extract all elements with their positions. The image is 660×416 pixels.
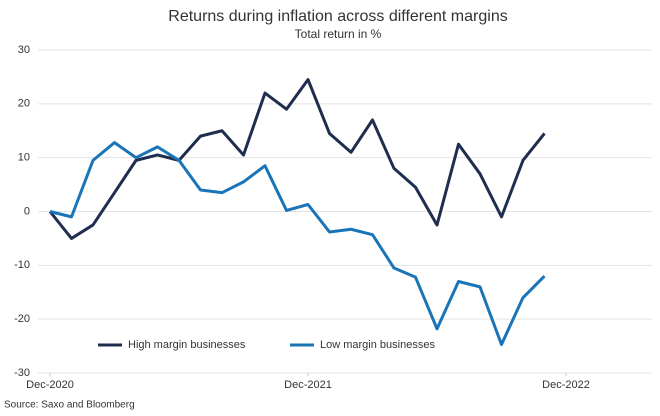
line-series	[48, 78, 546, 240]
legend-label: Low margin businesses	[320, 339, 435, 351]
y-tick-label: -10	[14, 259, 30, 271]
line-series	[49, 141, 546, 346]
y-tick-label: 30	[18, 44, 30, 56]
chart-subtitle: Total return in %	[295, 27, 382, 41]
y-tick-label: 0	[24, 205, 30, 217]
chart-title: Returns during inflation across differen…	[168, 8, 507, 25]
source: Source: Saxo and Bloomberg	[4, 400, 135, 411]
x-tick-label: Dec-2022	[542, 379, 590, 391]
y-tick-label: -20	[14, 313, 30, 325]
x-tick-label: Dec-2021	[284, 379, 332, 391]
y-tick-label: -30	[14, 367, 30, 379]
y-tick-label: 20	[18, 98, 30, 110]
y-tick-label: 10	[18, 152, 30, 164]
legend-label: High margin businesses	[128, 339, 246, 351]
x-tick-label: Dec-2020	[26, 379, 74, 391]
